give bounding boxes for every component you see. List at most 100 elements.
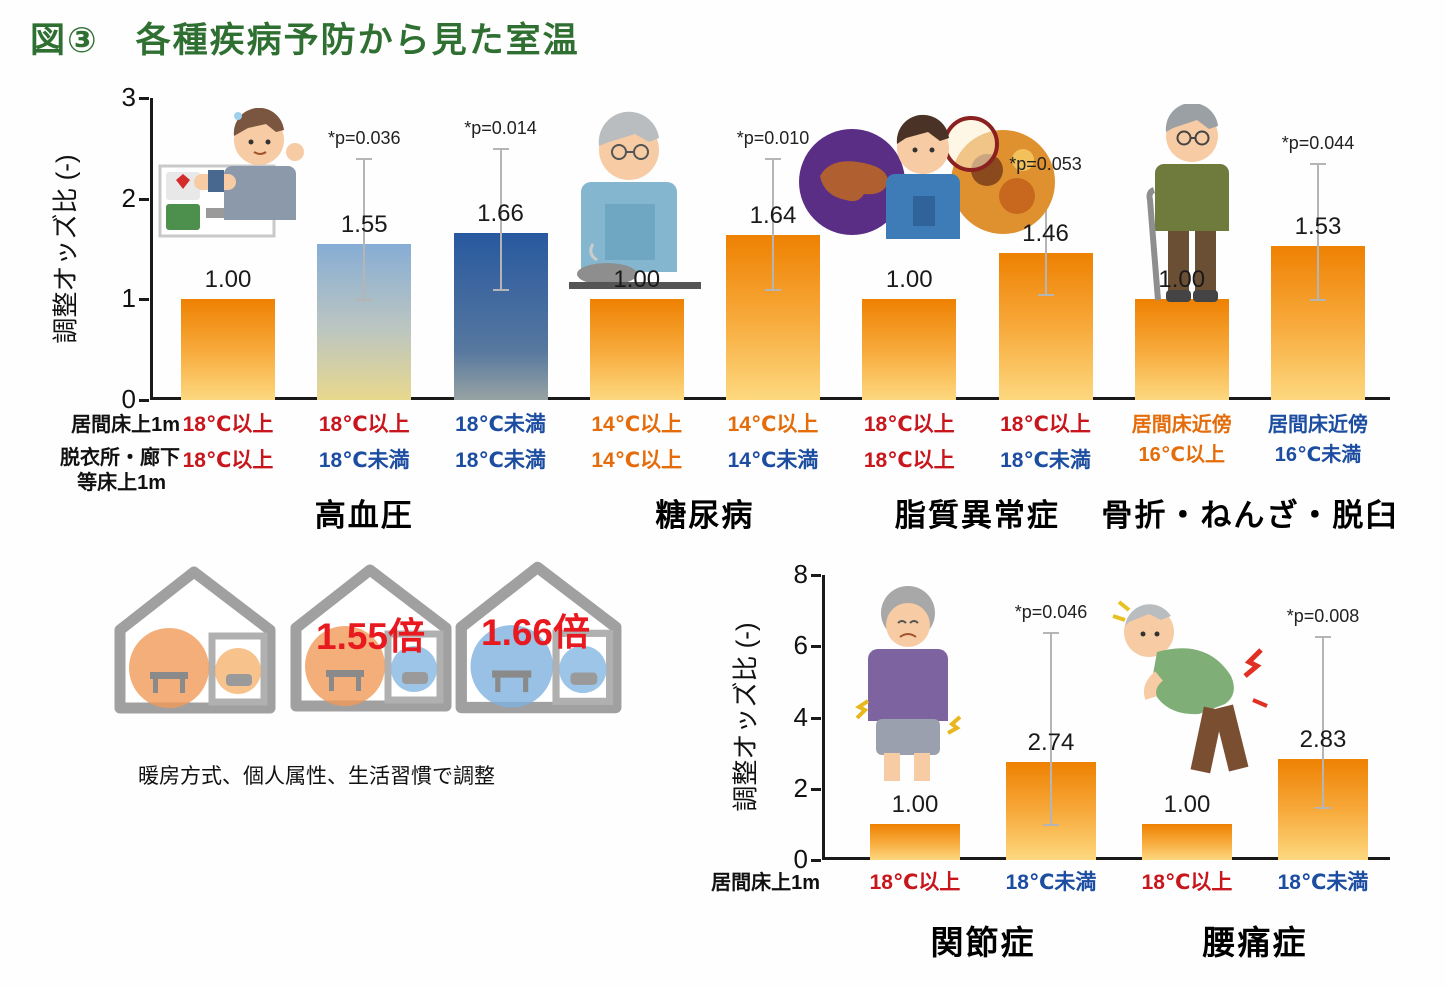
pain-y-tick-mark [811, 574, 821, 577]
elderly-man-back-pain-illustration [1112, 600, 1268, 774]
pain-condition-label: 18℃未満 [1005, 871, 1097, 894]
disease-error-bar [363, 158, 366, 300]
blood-pressure-measurement-illustration [158, 108, 304, 238]
pain-bar [870, 824, 960, 860]
disease-error-bar-cap [1037, 294, 1054, 297]
pain-error-bar-cap [1043, 632, 1059, 634]
disease-error-bar-cap [356, 299, 373, 302]
row-header-floor-1m: 等床上1m [77, 472, 166, 494]
elderly-woman-joint-pain-illustration [855, 586, 962, 781]
disease-condition-label: 居間床近傍 [1131, 414, 1232, 436]
pain-category-label: 関節症 [930, 924, 1036, 961]
disease-condition-label: 18℃以上 [863, 449, 955, 472]
disease-condition-label: 14℃以上 [591, 413, 683, 436]
pain-error-bar-cap [1315, 635, 1331, 638]
pain-error-bar [1322, 635, 1324, 807]
disease-bar-value-label: 1.55 [340, 210, 388, 238]
pain-p-value-label: *p=0.046 [1014, 602, 1088, 622]
disease-condition-label: 14℃未満 [727, 449, 819, 472]
disease-bar [1134, 299, 1229, 400]
pain-y-tick-mark [811, 787, 821, 791]
pain-y-tick-label: 8 [793, 559, 808, 589]
disease-p-value-label: *p=0.010 [736, 128, 810, 149]
disease-category-label: 脂質異常症 [894, 498, 1060, 533]
odds-ratio-1-55-label: 1.55倍 [316, 616, 426, 657]
pain-category-label: 腰痛症 [1202, 924, 1308, 961]
disease-bar-value-label: 1.00 [1158, 266, 1206, 294]
disease-error-bar [499, 148, 502, 290]
pain-bar-value-label: 1.00 [891, 791, 939, 819]
disease-bar-value-label: 1.00 [885, 266, 933, 294]
disease-y-tick-label: 0 [121, 384, 136, 414]
disease-condition-label: 18℃未満 [1000, 449, 1091, 472]
pain-error-bar-cap [1315, 806, 1331, 809]
disease-error-bar-cap [492, 148, 509, 151]
pain-y-tick-mark [811, 716, 821, 720]
disease-y-tick-mark [139, 197, 149, 201]
cooking-person-illustration [569, 111, 701, 289]
pain-y-tick-label: 2 [793, 772, 808, 803]
pain-condition-label: 18℃以上 [1141, 871, 1233, 894]
disease-y-tick-mark [139, 97, 149, 100]
dyslipidemia-liver-food-illustration [799, 114, 1055, 239]
disease-bar [589, 299, 684, 400]
disease-condition-label: 18℃未満 [318, 449, 410, 472]
pain-y-tick-mark [811, 645, 821, 649]
house-both-cold-illustration [455, 561, 622, 714]
pain-y-tick-label: 0 [793, 844, 808, 874]
odds-ratio-1-66-label: 1.66倍 [481, 612, 591, 653]
disease-condition-label: 18℃以上 [863, 413, 955, 436]
disease-error-bar-cap [765, 158, 781, 161]
disease-error-bar [1317, 163, 1319, 300]
pain-y-tick-label: 6 [793, 630, 808, 661]
pain-chart-y-axis-label: 調整オッズ比 (-) [730, 622, 761, 812]
disease-y-tick-label: 3 [121, 82, 136, 112]
disease-category-label: 糖尿病 [655, 498, 755, 533]
disease-bar [181, 299, 275, 400]
pain-error-bar [1050, 632, 1052, 825]
disease-bar [862, 299, 957, 400]
pain-bar-value-label: 2.83 [1299, 726, 1347, 754]
disease-p-value-label: *p=0.053 [1009, 153, 1082, 174]
disease-error-bar [1044, 183, 1047, 295]
row-header-dressing-corridor: 脱衣所・廊下 [60, 447, 180, 469]
pain-y-tick-mark [811, 859, 821, 862]
disease-condition-label: 16℃未満 [1274, 444, 1362, 466]
disease-condition-label: 16℃以上 [1138, 444, 1225, 466]
row-header-living-floor-1m: 居間床上1m [71, 414, 180, 436]
disease-error-bar-cap [356, 158, 373, 161]
disease-y-tick-mark [139, 298, 149, 302]
pain-p-value-label: *p=0.008 [1286, 605, 1360, 626]
disease-error-bar-cap [492, 289, 509, 292]
disease-y-tick-label: 1 [121, 283, 136, 314]
disease-error-bar [772, 158, 774, 290]
pain-condition-label: 18℃未満 [1277, 871, 1369, 894]
disease-bar-value-label: 1.53 [1294, 212, 1342, 240]
house-both-warm-illustration [114, 566, 276, 714]
pain-error-bar-cap [1043, 824, 1059, 827]
adjustment-caption: 暖房方式、個人属性、生活習慣で調整 [138, 765, 495, 788]
disease-p-value-label: *p=0.044 [1281, 133, 1355, 154]
disease-condition-label: 18℃以上 [182, 449, 274, 472]
pain-y-tick-label: 4 [793, 701, 808, 732]
disease-category-label: 高血圧 [314, 498, 414, 533]
pain-condition-label: 18℃以上 [869, 871, 961, 894]
disease-category-label: 骨折・ねんざ・脱臼 [1101, 498, 1399, 533]
disease-p-value-label: *p=0.036 [327, 128, 401, 149]
disease-p-value-label: *p=0.014 [464, 118, 537, 139]
disease-condition-label: 18℃未満 [455, 413, 546, 436]
pain-row-header-living-floor-1m: 居間床上1m [711, 872, 820, 894]
disease-error-bar-cap [765, 289, 781, 292]
disease-condition-label: 18℃以上 [1000, 413, 1091, 436]
pain-chart-plot-area [822, 575, 1390, 860]
figure-title: 図③ 各種疾病予防から見た室温 [30, 21, 580, 60]
disease-condition-label: 18℃以上 [318, 413, 410, 436]
disease-error-bar-cap [1310, 163, 1326, 166]
disease-bar-value-label: 1.00 [613, 266, 661, 294]
disease-y-tick-label: 2 [121, 182, 136, 213]
disease-chart-y-axis-label: 調整オッズ比 (-) [50, 154, 81, 344]
elderly-man-with-cane-illustration [1146, 104, 1229, 302]
house-warm-cold-illustration [290, 564, 452, 712]
disease-condition-label: 居間床近傍 [1268, 414, 1368, 436]
